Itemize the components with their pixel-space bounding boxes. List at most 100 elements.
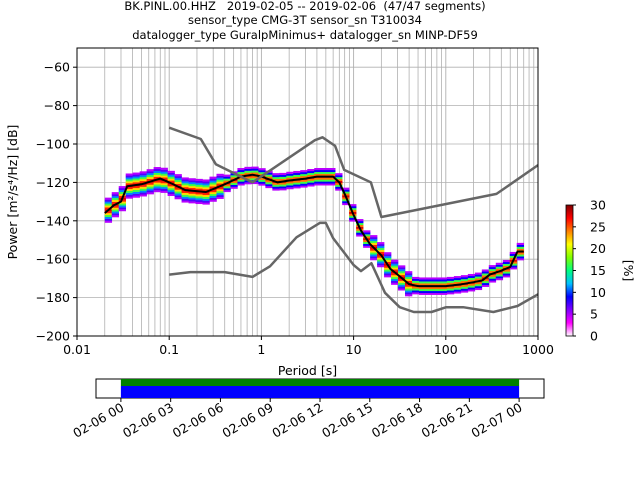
density-cell <box>356 234 364 237</box>
density-cell <box>453 277 462 281</box>
density-cell <box>279 186 287 189</box>
colorbar-label: [%] <box>621 260 636 282</box>
density-cell <box>363 243 371 246</box>
x-tick-label: 100 <box>434 342 458 357</box>
density-cell <box>467 277 476 280</box>
density-cell <box>391 275 399 278</box>
density-cell <box>286 185 294 188</box>
density-cell <box>425 288 434 292</box>
density-cell <box>502 275 511 278</box>
density-cell <box>398 271 406 274</box>
density-cell <box>139 188 147 191</box>
density-cell <box>293 182 301 185</box>
density-cell <box>446 292 455 295</box>
density-cell <box>460 280 469 284</box>
plot-axes: 0.01 0.1 1 10 100 1000 −200 −180 −160 −140 −120 −10… <box>5 60 554 378</box>
y-tick-label: −60 <box>44 60 70 75</box>
chart-title-line-2: sensor_type CMG-3T sensor_sn T310034 <box>188 13 422 27</box>
y-tick-label: −200 <box>36 329 70 344</box>
density-cell <box>481 271 490 274</box>
density-cell <box>160 167 168 170</box>
density-cell <box>153 188 161 191</box>
density-cell <box>160 188 168 191</box>
x-tick-label: 1 <box>257 342 265 357</box>
density-cell <box>132 180 140 183</box>
density-cell <box>104 207 113 210</box>
density-cell <box>293 170 301 174</box>
low-noise-model-line <box>169 221 538 314</box>
density-cell <box>223 189 231 193</box>
density-cell <box>244 182 252 185</box>
density-cell <box>432 287 441 290</box>
density-cell <box>188 185 196 189</box>
density-cell <box>167 193 175 196</box>
density-cell <box>293 180 301 183</box>
density-cell <box>488 268 497 272</box>
density-cell <box>251 170 259 173</box>
density-cell <box>467 279 476 282</box>
density-cell <box>202 181 210 184</box>
density-cell <box>405 273 413 276</box>
density-cell <box>495 274 504 277</box>
density-cell <box>132 182 140 185</box>
density-cell <box>118 207 127 210</box>
density-cell <box>384 265 392 268</box>
density-cell <box>139 177 147 180</box>
density-cell <box>446 276 455 280</box>
density-cell <box>202 196 210 199</box>
density-cell <box>195 198 203 201</box>
density-cell <box>446 278 455 281</box>
density-cell <box>230 184 238 187</box>
density-cell <box>405 276 413 280</box>
density-cell <box>516 258 525 261</box>
density-cell <box>139 192 147 195</box>
density-cell <box>286 175 294 178</box>
density-cell <box>391 267 399 270</box>
plot-frame <box>76 47 539 337</box>
colorbar-tick-label: 25 <box>590 219 606 234</box>
density-cell <box>195 186 203 189</box>
density-cell <box>167 191 175 195</box>
density-cell <box>377 242 385 245</box>
density-cell <box>209 195 217 198</box>
density-cell <box>363 236 371 239</box>
density-cell <box>363 230 371 233</box>
density-cell <box>195 178 203 181</box>
density-cell <box>237 168 245 171</box>
density-cell <box>209 182 217 185</box>
density-cell <box>321 173 329 176</box>
density-cell <box>307 174 315 177</box>
density-cell <box>321 183 329 186</box>
density-cell <box>279 174 287 177</box>
density-cell <box>216 181 224 184</box>
density-cell <box>118 189 127 193</box>
y-tick-label: −120 <box>36 175 70 190</box>
x-axis-label: Period [s] <box>278 363 337 378</box>
density-cell <box>139 180 147 184</box>
density-cell <box>509 263 518 266</box>
density-cell <box>153 184 161 187</box>
density-cell <box>398 284 406 287</box>
colorbar-tick-label: 15 <box>590 263 606 278</box>
density-cell <box>286 183 294 186</box>
density-cell <box>377 249 385 252</box>
density-cell <box>314 169 322 173</box>
density-cell <box>321 168 329 171</box>
timeline-tick-label: 02-06 03 <box>120 400 176 441</box>
density-cell <box>125 181 133 184</box>
density-cell <box>377 247 385 250</box>
density-cell <box>258 170 266 173</box>
density-cell <box>335 177 343 180</box>
density-cell <box>216 179 224 182</box>
density-cell <box>349 215 357 218</box>
density-cell <box>153 167 161 170</box>
density-cell <box>349 204 357 207</box>
density-cell <box>474 276 483 279</box>
timeline-available-bar <box>120 386 520 398</box>
density-cell <box>132 178 140 181</box>
density-cell <box>139 184 147 187</box>
density-cell <box>146 192 154 195</box>
timeline-tick-label: 02-07 00 <box>468 400 524 441</box>
density-cell <box>321 177 329 180</box>
density-cell <box>328 183 336 186</box>
